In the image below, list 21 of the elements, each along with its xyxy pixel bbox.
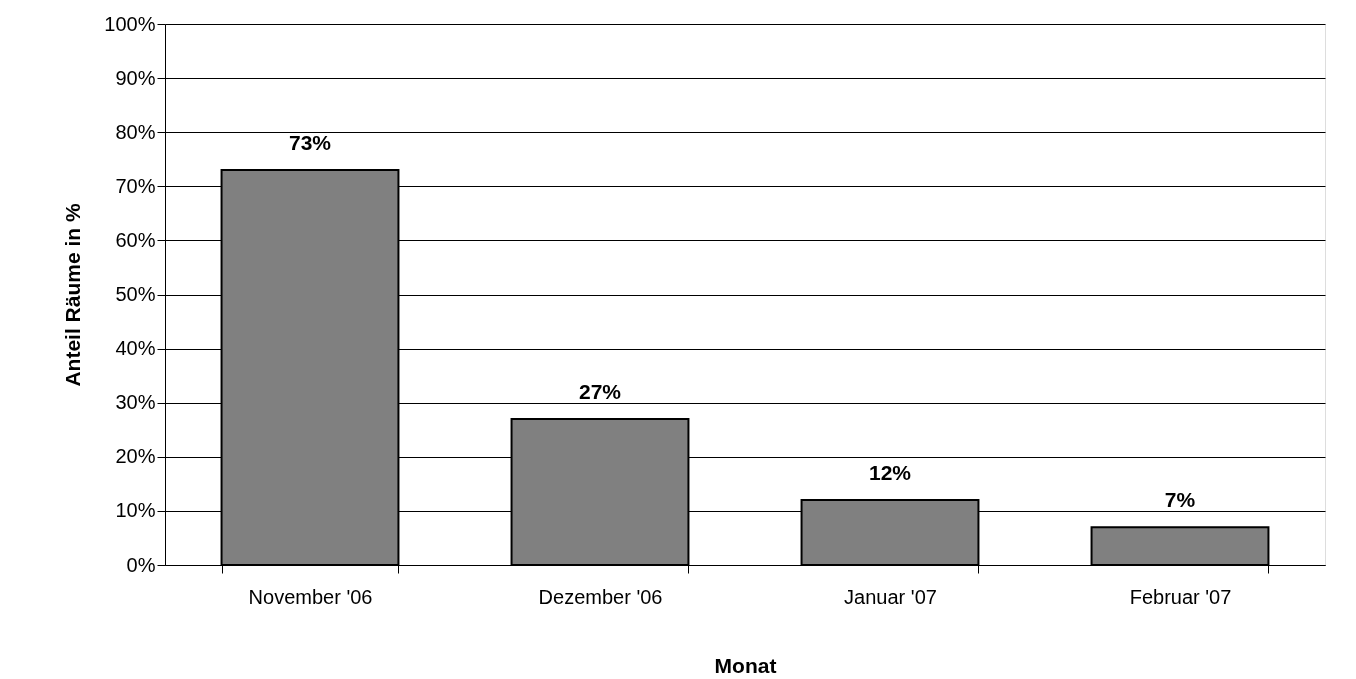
y-tick-label: 50% bbox=[115, 283, 156, 305]
data-label: 7% bbox=[1164, 488, 1196, 512]
y-tick-label: 80% bbox=[115, 120, 156, 143]
y-tick-label: 20% bbox=[115, 445, 156, 468]
data-label: 27% bbox=[578, 379, 622, 403]
y-tick-label: 70% bbox=[115, 174, 156, 197]
y-tick-label: 0% bbox=[126, 553, 156, 576]
y-axis-title: Anteil Räume in % bbox=[61, 203, 85, 387]
y-tick-label: 10% bbox=[115, 499, 156, 522]
y-tick-label: 60% bbox=[115, 228, 156, 251]
x-tick-label: Dezember '06 bbox=[538, 585, 663, 608]
x-tick-label: Januar '07 bbox=[844, 585, 937, 608]
x-axis-title: Monat bbox=[714, 653, 777, 677]
y-tick-label: 100% bbox=[104, 12, 156, 35]
x-tick-label: November '06 bbox=[248, 585, 373, 608]
y-tick-label: 90% bbox=[115, 66, 156, 89]
data-label: 12% bbox=[868, 461, 912, 485]
y-tick-label: 40% bbox=[115, 337, 156, 360]
x-tick-label: Februar '07 bbox=[1129, 585, 1232, 608]
y-tick-label: 30% bbox=[115, 391, 156, 414]
data-label: 73% bbox=[288, 131, 332, 155]
